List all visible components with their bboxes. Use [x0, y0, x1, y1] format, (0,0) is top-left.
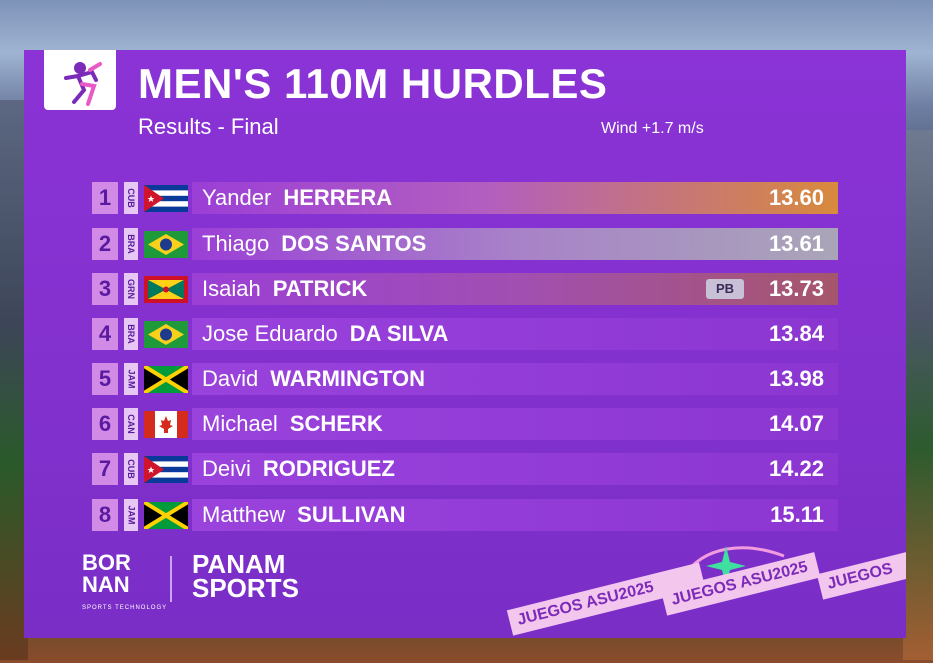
- rank-badge: 2: [92, 228, 118, 260]
- event-subtitle: Results - Final: [138, 114, 279, 139]
- result-row: 6 CAN Michael SCHERK 14.07: [92, 408, 838, 440]
- country-code: JAM: [124, 499, 138, 531]
- result-row: 7 CUB Deivi RODRIGUEZ 14.22: [92, 453, 838, 485]
- rank-badge: 5: [92, 363, 118, 395]
- result-bar: [192, 318, 838, 350]
- result-time: 14.22: [768, 456, 824, 481]
- result-row: 4 BRA Jose Eduardo DA SILVA 13.84: [92, 318, 838, 350]
- result-time: 13.84: [768, 321, 824, 346]
- stadium-stands-right: [903, 130, 933, 660]
- sport-logo-card: [44, 50, 116, 110]
- rank-badge: 3: [92, 273, 118, 305]
- result-bar: [192, 363, 838, 395]
- country-code: CAN: [124, 408, 138, 440]
- athlete-name: Isaiah PATRICK: [202, 276, 368, 301]
- athlete-name: Michael SCHERK: [202, 411, 383, 436]
- result-row: 3 GRN Isaiah PATRICK PB 13.73: [92, 273, 838, 305]
- flag-cuba-icon: [144, 185, 188, 212]
- juegos-ribbon: JUEGOS: [816, 550, 906, 600]
- country-code: JAM: [124, 363, 138, 395]
- wind-reading: Wind +1.7 m/s: [601, 120, 704, 137]
- country-code: BRA: [124, 318, 138, 350]
- sponsor-divider: [170, 556, 172, 602]
- rank-badge: 1: [92, 182, 118, 214]
- athlete-name: Thiago DOS SANTOS: [202, 231, 427, 256]
- result-bar: [192, 499, 838, 531]
- result-bar: [192, 408, 838, 440]
- result-row: 1 CUB Yander HERRERA 13.60: [92, 182, 838, 214]
- flag-brazil-icon: [144, 231, 188, 258]
- result-time: 14.07: [768, 411, 824, 436]
- athlete-name: Jose Eduardo DA SILVA: [202, 321, 449, 346]
- flag-grenada-icon: [144, 276, 188, 303]
- flag-jamaica-icon: [144, 502, 188, 529]
- country-code: CUB: [124, 182, 138, 214]
- athlete-name: Yander HERRERA: [202, 185, 393, 210]
- hurdler-icon: [64, 62, 102, 106]
- event-title: MEN'S 110M HURDLES: [138, 60, 608, 107]
- stadium-stands-left: [0, 100, 28, 660]
- result-row: 5 JAM David WARMINGTON 13.98: [92, 363, 838, 395]
- country-code: BRA: [124, 228, 138, 260]
- athlete-name: David WARMINGTON: [202, 366, 426, 391]
- result-bar-silver: [192, 228, 838, 260]
- result-row: 2 BRA Thiago DOS SANTOS 13.61: [92, 228, 838, 260]
- flag-canada-icon: [144, 411, 188, 438]
- result-time: 13.98: [768, 366, 824, 391]
- athlete-name: Matthew SULLIVAN: [202, 502, 406, 527]
- country-code: GRN: [124, 273, 138, 305]
- results-panel: MEN'S 110M HURDLES Results - Final Wind …: [24, 50, 906, 638]
- personal-best-badge: PB: [706, 279, 744, 299]
- result-row: 8 JAM Matthew SULLIVAN 15.11: [92, 499, 838, 531]
- rank-badge: 4: [92, 318, 118, 350]
- flag-cuba-icon: [144, 456, 188, 483]
- rank-badge: 8: [92, 499, 118, 531]
- result-time: 15.11: [770, 502, 824, 527]
- result-bar-gold: [192, 182, 838, 214]
- athlete-name: Deivi RODRIGUEZ: [202, 456, 395, 481]
- flag-brazil-icon: [144, 321, 188, 348]
- panam-sports-logo: PANAM SPORTS: [192, 549, 299, 603]
- result-bar: [192, 453, 838, 485]
- result-time: 13.60: [768, 185, 824, 210]
- flag-jamaica-icon: [144, 366, 188, 393]
- country-code: CUB: [124, 453, 138, 485]
- result-time: 13.73: [768, 276, 824, 301]
- rank-badge: 7: [92, 453, 118, 485]
- bornan-logo: BOR NAN SPORTS TECHNOLOGY: [82, 550, 168, 612]
- rank-badge: 6: [92, 408, 118, 440]
- result-time: 13.61: [768, 231, 824, 256]
